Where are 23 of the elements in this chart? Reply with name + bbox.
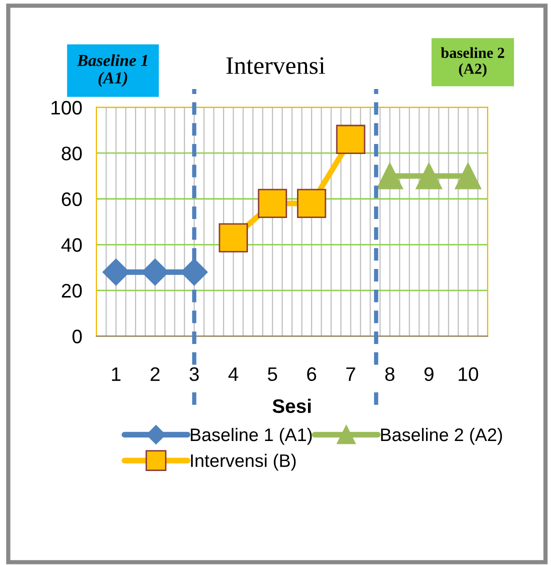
legend-label: Baseline 1 (A1) bbox=[190, 428, 312, 445]
x-tick-label: 2 bbox=[150, 367, 160, 381]
x-tick-label: 8 bbox=[385, 367, 394, 382]
x-tick-label: 5 bbox=[268, 367, 278, 382]
y-tick-label: 40 bbox=[61, 238, 82, 252]
y-tick-label: 100 bbox=[52, 100, 82, 115]
legend-label: Intervensi (B) bbox=[191, 454, 296, 471]
x-tick-label: 1 bbox=[112, 367, 120, 381]
x-axis-title: Sesi bbox=[272, 398, 311, 414]
y-tick-label: 20 bbox=[62, 284, 82, 298]
legend-label: Baseline 2 (A2) bbox=[381, 428, 502, 445]
text: Intervensi bbox=[226, 57, 326, 74]
y-tick-label: 60 bbox=[62, 192, 82, 206]
text: baseline 2 (A2) bbox=[440, 47, 504, 78]
x-tick-label: 10 bbox=[458, 367, 478, 382]
y-tick-label: 0 bbox=[72, 330, 82, 344]
text: Baseline 1 (A1) bbox=[76, 54, 148, 87]
x-tick-label: 3 bbox=[190, 367, 199, 382]
x-tick-label: 4 bbox=[228, 367, 238, 381]
x-tick-label: 7 bbox=[346, 367, 356, 381]
y-tick-label: 80 bbox=[62, 146, 82, 160]
x-tick-label: 6 bbox=[307, 367, 316, 382]
x-tick-label: 9 bbox=[424, 367, 434, 382]
